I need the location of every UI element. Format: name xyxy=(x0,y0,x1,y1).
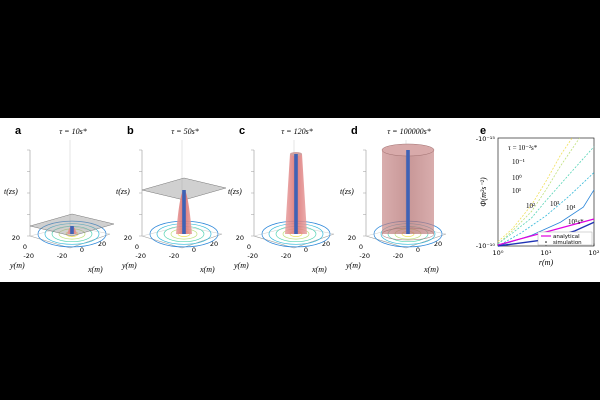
y-tick-label: 0 xyxy=(23,243,27,251)
axis-label-x: x(m) xyxy=(199,265,215,274)
x-tick-label: -20 xyxy=(169,252,180,260)
y-axis-label: Φ(m²s⁻²) xyxy=(479,177,488,207)
x-axis-label: r(m) xyxy=(539,258,554,267)
axis-edge xyxy=(141,225,183,237)
contour-label: 10⁰ xyxy=(512,174,522,182)
x-tick-label: 0 xyxy=(192,246,196,254)
axis-label-y: y(m) xyxy=(345,261,361,270)
x-tick-label: 10² xyxy=(589,249,600,257)
axis-edge xyxy=(181,233,223,249)
x-tick-label: 10¹ xyxy=(541,249,552,257)
y-tick-label: -20 xyxy=(359,252,370,260)
x-tick-label: 10⁰ xyxy=(493,249,504,257)
series-line xyxy=(497,137,573,242)
panel-d-title: τ = 100000s* xyxy=(387,127,430,136)
time-plane xyxy=(29,213,115,237)
x-tick-label: 0 xyxy=(304,246,308,254)
x-tick-label: -20 xyxy=(57,252,68,260)
y-tick-label: -10⁻¹⁵ xyxy=(476,135,496,143)
panel-b-letter: b xyxy=(127,125,134,137)
contour-label: τ = 10⁻²s* xyxy=(508,144,538,152)
source-rod xyxy=(406,150,410,234)
panel-c-title: τ = 120s* xyxy=(281,127,312,136)
panel-d-letter: d xyxy=(351,125,358,137)
contour-label: 10⁴ xyxy=(566,204,576,212)
contour-label: 10⁻¹ xyxy=(512,158,525,166)
y-tick-label: -10⁻¹⁰ xyxy=(476,242,496,250)
source-rod xyxy=(294,154,298,234)
axis-label-y: y(m) xyxy=(9,261,25,270)
y-tick-label: -20 xyxy=(247,252,258,260)
axis-edge xyxy=(253,235,295,249)
axis-label-t: t(zs) xyxy=(116,187,130,196)
series-line xyxy=(497,146,595,245)
source-rod xyxy=(182,190,186,234)
x-tick-label: 0 xyxy=(416,246,420,254)
y-tick-label: 0 xyxy=(247,243,251,251)
axis-edge xyxy=(69,225,111,235)
x-tick-label: 20 xyxy=(210,240,218,248)
contour-label: 10⁵s* xyxy=(568,218,584,226)
base-contour xyxy=(44,223,100,245)
legend-box xyxy=(537,231,593,246)
contour-label: 10¹ xyxy=(512,187,521,195)
x-tick-label: 20 xyxy=(98,240,106,248)
axis-edge xyxy=(365,235,407,249)
y-tick-label: 20 xyxy=(124,234,132,242)
axis-label-y: y(m) xyxy=(233,261,249,270)
x-tick-label: -20 xyxy=(393,252,404,260)
series-line xyxy=(497,137,580,245)
axis-edge xyxy=(29,235,71,249)
plot-frame xyxy=(497,137,595,247)
legend-label-analytical: analytical xyxy=(553,234,580,240)
x-tick-label: 20 xyxy=(322,240,330,248)
y-tick-label: 20 xyxy=(348,234,356,242)
x-tick-label: -20 xyxy=(281,252,292,260)
axis-edge xyxy=(69,233,111,249)
axis-label-t: t(zs) xyxy=(228,187,242,196)
axis-edge xyxy=(141,235,183,249)
axis-edge xyxy=(405,233,447,249)
axis-label-x: x(m) xyxy=(423,265,439,274)
axis-label-x: x(m) xyxy=(87,265,103,274)
legend-label-simulation: simulation xyxy=(553,240,582,246)
axis-edge xyxy=(293,233,335,249)
series-line xyxy=(497,172,595,247)
contour-label: 10³ xyxy=(550,200,559,208)
legend-swatch-simulation xyxy=(545,241,547,243)
y-tick-label: 0 xyxy=(359,243,363,251)
x-tick-label: 0 xyxy=(80,246,84,254)
source-rod xyxy=(70,226,74,234)
panel-e-letter: e xyxy=(480,125,486,137)
y-tick-label: -20 xyxy=(23,252,34,260)
axis-label-x: x(m) xyxy=(311,265,327,274)
panel-c-letter: c xyxy=(239,125,245,137)
panel-a-title: τ = 10s* xyxy=(59,127,86,136)
x-tick-label: 20 xyxy=(434,240,442,248)
contour-label: 10² xyxy=(526,202,535,210)
y-tick-label: 20 xyxy=(12,234,20,242)
base-contour xyxy=(37,220,107,248)
y-tick-label: -20 xyxy=(135,252,146,260)
axis-label-y: y(m) xyxy=(121,261,137,270)
panel-e: e 10⁰ 10¹ 10² r(m) -10⁻¹⁵ -10⁻¹⁰ Φ(m²s⁻²) τ = 10… xyxy=(476,125,600,267)
y-tick-label: 0 xyxy=(135,243,139,251)
y-tick-label: 20 xyxy=(236,234,244,242)
panel-a-letter: a xyxy=(15,125,22,137)
panel-b-title: τ = 50s* xyxy=(171,127,198,136)
time-plane xyxy=(141,177,227,201)
axis-label-t: t(zs) xyxy=(340,187,354,196)
axis-label-t: t(zs) xyxy=(4,187,18,196)
